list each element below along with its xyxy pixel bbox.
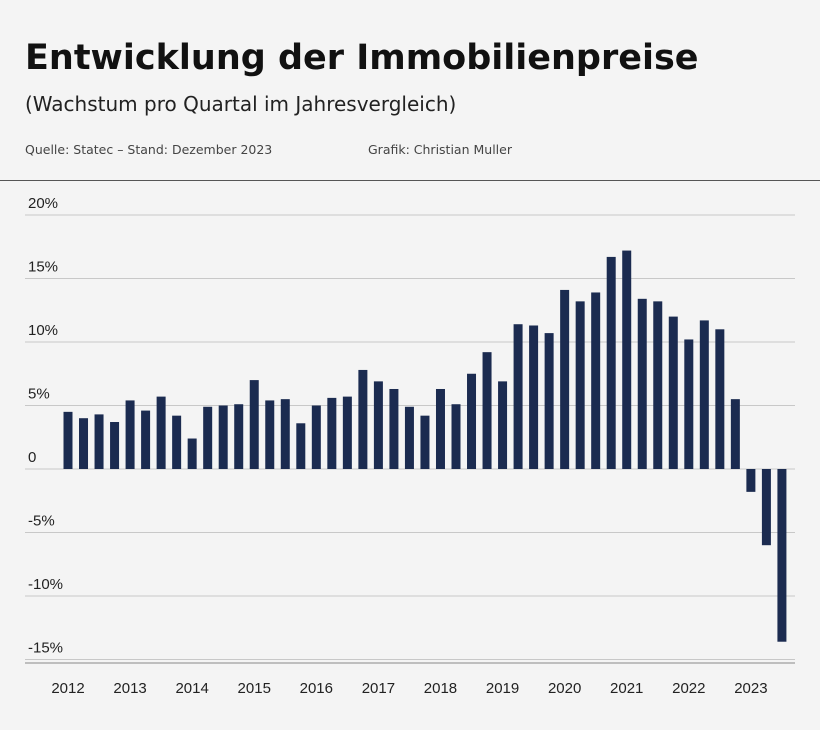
bar: [560, 289, 570, 469]
source-note: Quelle: Statec – Stand: Dezember 2023: [25, 142, 273, 157]
bar: [311, 405, 321, 469]
bar: [110, 422, 120, 469]
bar: [451, 404, 461, 469]
y-tick-label: -5%: [28, 513, 55, 530]
bar: [467, 373, 477, 469]
x-tick-label: 2021: [610, 680, 643, 697]
bar: [699, 320, 709, 469]
y-tick-label: -15%: [28, 640, 63, 657]
x-tick-label: 2016: [300, 680, 333, 697]
bar: [249, 380, 259, 469]
bar: [513, 324, 523, 469]
bar: [79, 418, 89, 469]
bar: [327, 397, 337, 469]
bar: [358, 369, 368, 469]
bar: [156, 396, 166, 469]
bar: [653, 301, 663, 469]
bar: [668, 316, 678, 469]
bar: [529, 325, 539, 469]
bar: [187, 438, 197, 469]
bar: [172, 415, 182, 469]
bar: [203, 406, 213, 469]
x-tick-label: 2012: [51, 680, 84, 697]
bar: [684, 339, 694, 469]
bar: [234, 404, 244, 469]
bar: [141, 410, 151, 469]
bar: [435, 388, 445, 469]
bar: [591, 292, 601, 469]
bar: [94, 414, 104, 469]
bar: [761, 469, 771, 546]
y-tick-label: 5%: [28, 386, 50, 403]
x-tick-label: 2014: [175, 680, 208, 697]
bar: [575, 301, 585, 469]
bar: [637, 298, 647, 469]
chart-subtitle: (Wachstum pro Quartal im Jahresvergleich…: [25, 92, 457, 116]
chart-title: Entwicklung der Immobilienpreise: [25, 38, 699, 78]
bar: [218, 405, 228, 469]
x-tick-label: 2022: [672, 680, 705, 697]
y-tick-label: -10%: [28, 576, 63, 593]
bar: [715, 329, 725, 469]
y-tick-label: 0: [28, 449, 36, 466]
x-tick-label: 2019: [486, 680, 519, 697]
bar: [280, 399, 290, 469]
bar: [342, 396, 352, 469]
x-tick-label: 2013: [113, 680, 146, 697]
bar: [606, 256, 616, 469]
bar: [389, 388, 399, 469]
y-tick-label: 10%: [28, 322, 58, 339]
header-divider: [0, 180, 820, 181]
bar: [730, 399, 740, 469]
bar: [63, 411, 73, 469]
x-tick-label: 2017: [362, 680, 395, 697]
bar: [420, 415, 430, 469]
bar: [544, 333, 554, 469]
bar: [373, 381, 383, 469]
x-tick-label: 2018: [424, 680, 457, 697]
bar: [777, 469, 787, 642]
bar: [265, 400, 275, 469]
bar: [125, 400, 135, 469]
bar: [296, 423, 306, 469]
bar: [498, 381, 508, 469]
bar: [622, 250, 632, 469]
y-tick-label: 15%: [28, 259, 58, 276]
x-tick-label: 2020: [548, 680, 581, 697]
x-tick-label: 2015: [238, 680, 271, 697]
bar: [746, 469, 756, 492]
y-tick-label: 20%: [28, 195, 58, 212]
x-tick-label: 2023: [734, 680, 767, 697]
credit-note: Grafik: Christian Muller: [368, 142, 512, 157]
bar: [404, 406, 414, 469]
bar: [482, 352, 492, 469]
